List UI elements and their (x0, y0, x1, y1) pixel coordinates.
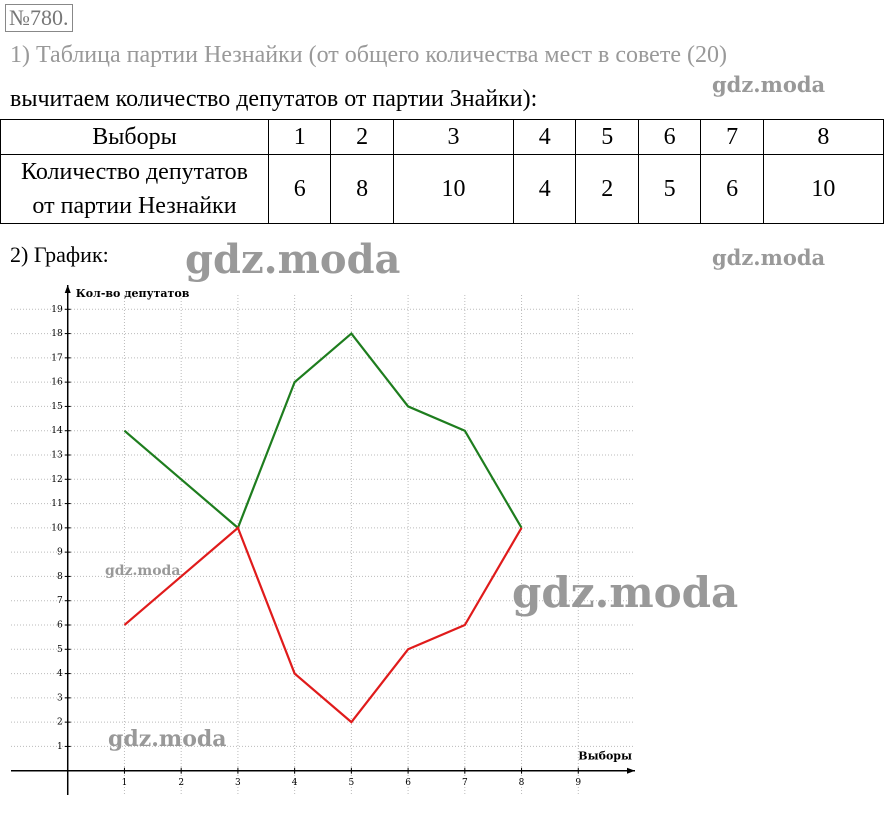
table-cell: 3 (392, 119, 515, 155)
table-cell: 4 (513, 119, 577, 155)
watermark: gdz.moda (108, 726, 227, 752)
table-cell: 6 (637, 119, 702, 155)
y-tick-label: 10 (51, 523, 63, 533)
x-tick-label: 6 (405, 778, 411, 788)
y-tick-label: 16 (51, 378, 63, 388)
y-axis-label: Кол-во депутатов (76, 287, 190, 300)
graph-label: 2) График: (10, 242, 109, 267)
y-axis-arrow (64, 285, 71, 293)
x-tick-label: 7 (462, 778, 468, 788)
y-tick-label: 19 (51, 305, 63, 315)
table-cell: 10 (392, 154, 515, 224)
watermark: gdz.moda (712, 245, 826, 270)
y-tick-label: 15 (51, 402, 63, 412)
x-tick-label: 8 (519, 778, 525, 788)
y-tick-label: 18 (51, 329, 63, 339)
y-tick-label: 14 (51, 426, 63, 436)
series-line (123, 331, 523, 530)
x-tick-label: 4 (292, 778, 298, 788)
text-line: 1) Таблица партии Незнайки (от общего ко… (10, 42, 727, 68)
y-tick-label: 3 (57, 693, 63, 703)
table-cell: 5 (575, 119, 639, 155)
y-tick-label: 9 (57, 548, 63, 558)
text-line: вычитаем количество депутатов от партии … (10, 86, 538, 112)
x-axis-label: Выборы (578, 750, 632, 763)
watermark: gdz.moda (105, 563, 181, 579)
table-cell: 6 (267, 154, 332, 224)
y-tick-label: 11 (51, 499, 62, 509)
table-cell: 2 (330, 119, 394, 155)
table-cell: 6 (700, 154, 764, 224)
x-tick-label: 5 (348, 778, 354, 788)
table-row: Количество депутатов от партии Незнайки 6… (0, 154, 885, 224)
table-row: Выборы 1 2 3 4 5 6 7 8 (0, 119, 885, 155)
table-cell: 2 (575, 154, 639, 224)
task-number: №780. (5, 4, 73, 32)
table-cell: 7 (700, 119, 764, 155)
table: Выборы 1 2 3 4 5 6 7 8 Количество депутатов от па… (0, 119, 885, 224)
x-tick-label: 2 (178, 778, 184, 788)
x-tick-label: 1 (122, 778, 128, 788)
table-cell: 8 (330, 154, 394, 224)
y-tick-label: 7 (57, 596, 63, 606)
watermark: gdz.moda (712, 72, 826, 97)
y-tick-label: 12 (51, 475, 62, 485)
x-axis-arrow (627, 767, 635, 774)
y-tick-label: 2 (57, 718, 63, 728)
watermark: gdz.moda (512, 568, 739, 617)
table-cell: 1 (267, 119, 332, 155)
table-cell: 10 (762, 154, 885, 224)
table-cell: Количество депутатов от партии Незнайки (0, 154, 269, 224)
y-tick-label: 8 (57, 572, 63, 582)
y-tick-label: 6 (57, 621, 63, 631)
y-tick-label: 5 (57, 645, 63, 655)
table-cell: 8 (762, 119, 885, 155)
x-tick-label: 3 (235, 778, 241, 788)
y-tick-label: 1 (57, 742, 63, 752)
watermark: gdz.moda (185, 236, 401, 283)
y-tick-label: 17 (51, 353, 63, 363)
y-tick-label: 13 (51, 451, 63, 461)
y-tick-label: 4 (57, 669, 63, 679)
table-cell: 4 (513, 154, 577, 224)
table-cell: 5 (637, 154, 702, 224)
series-line (123, 526, 523, 724)
table-cell: Выборы (0, 119, 269, 155)
x-tick-label: 9 (575, 778, 581, 788)
